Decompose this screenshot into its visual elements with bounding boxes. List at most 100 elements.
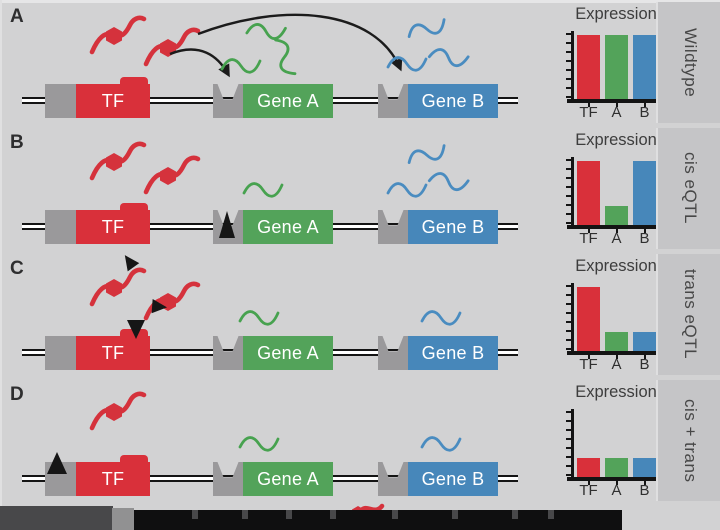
y-tick: [566, 420, 572, 422]
bar-gene-a: [605, 35, 628, 99]
y-tick: [566, 447, 572, 449]
y-tick: [566, 96, 572, 98]
tf-upstream-box: [45, 84, 76, 118]
gene-b-label: Gene B: [421, 216, 485, 237]
gene-a-promoter: [213, 84, 243, 118]
x-tick: [587, 102, 590, 107]
y-tick: [566, 42, 572, 44]
y-tick: [566, 33, 572, 35]
left-edge-highlight: [0, 0, 2, 506]
y-tick: [566, 285, 572, 287]
tf-label: TF: [101, 216, 125, 237]
gene-b-box: Gene B: [408, 84, 498, 118]
y-tick: [566, 213, 572, 215]
y-tick: [566, 159, 572, 161]
panel-b-label: B: [10, 132, 24, 153]
gene-a-promoter: [213, 336, 243, 370]
x-tick: [587, 354, 590, 359]
condition-label: cis eQTL: [681, 152, 700, 225]
legend-gap: [242, 510, 248, 519]
top-edge-highlight: [0, 0, 720, 3]
expression-chart-b: Expression TF A B: [566, 126, 666, 252]
x-tick: [615, 228, 618, 233]
x-label-a: A: [611, 482, 622, 499]
y-tick: [566, 69, 572, 71]
panel-a: A TF Gene A Gene B Expression: [0, 0, 720, 126]
x-tick: [587, 480, 590, 485]
y-tick: [566, 195, 572, 197]
bar-gene-a: [605, 458, 628, 477]
gene-a-label: Gene A: [257, 342, 319, 363]
y-tick: [566, 51, 572, 53]
y-tick: [566, 168, 572, 170]
bar-tf: [577, 35, 600, 99]
bar-tf: [577, 287, 600, 351]
bar-gene-a: [605, 206, 628, 225]
y-tick: [566, 204, 572, 206]
x-label-tf: TF: [579, 104, 598, 121]
tf-upstream-box: [45, 336, 76, 370]
y-axis: [571, 409, 574, 480]
chart-title: Expression: [575, 383, 657, 401]
condition-label: Wildtype: [681, 27, 700, 98]
x-tick: [643, 354, 646, 359]
gene-b-promoter: [378, 84, 408, 118]
tf-gene-box: TF: [76, 336, 150, 370]
tf-gene-box: TF: [76, 84, 150, 118]
y-tick: [566, 465, 572, 467]
y-tick: [566, 177, 572, 179]
y-tick: [566, 186, 572, 188]
y-tick: [566, 348, 572, 350]
x-label-a: A: [611, 104, 622, 121]
gene-b-box: Gene B: [408, 462, 498, 496]
gene-b-label: Gene B: [421, 342, 485, 363]
y-tick: [566, 429, 572, 431]
y-tick: [566, 321, 572, 323]
legend-gap: [286, 510, 292, 519]
gene-a-promoter: [213, 210, 243, 244]
chart-title: Expression: [575, 5, 657, 23]
condition-strip-cis-plus-trans: cis + trans: [656, 380, 720, 501]
bar-gene-b: [633, 35, 656, 99]
gene-a-box: Gene A: [243, 84, 333, 118]
panel-c: C TF Gene A Gene B Expression: [0, 252, 720, 378]
tf-gene-box: TF: [76, 462, 150, 496]
tf-gene-box: TF: [76, 210, 150, 244]
gene-b-label: Gene B: [421, 90, 485, 111]
y-axis: [571, 157, 574, 228]
panel-d-label: D: [10, 384, 24, 405]
x-tick: [643, 102, 646, 107]
y-tick: [566, 78, 572, 80]
bar-gene-a: [605, 332, 628, 351]
x-axis: [567, 99, 662, 103]
expression-chart-a: Expression TF A B: [566, 0, 666, 126]
gene-b-promoter: [378, 462, 408, 496]
expression-chart-c: Expression TF A B: [566, 252, 666, 378]
x-label-b: B: [639, 230, 650, 247]
gene-b-label: Gene B: [421, 468, 485, 489]
chart-title: Expression: [575, 257, 657, 275]
condition-strip-wildtype: Wildtype: [656, 2, 720, 123]
x-label-b: B: [639, 482, 650, 499]
x-label-tf: TF: [579, 230, 598, 247]
gene-a-box: Gene A: [243, 336, 333, 370]
condition-label: trans eQTL: [681, 269, 700, 360]
tf-upstream-box: [45, 210, 76, 244]
tf-box-bump: [120, 203, 148, 213]
legend-gap: [512, 510, 518, 519]
tf-label: TF: [101, 90, 125, 111]
tf-box-bump: [120, 77, 148, 87]
y-axis: [571, 31, 574, 102]
panel-c-label: C: [10, 258, 24, 279]
x-label-tf: TF: [579, 482, 598, 499]
y-tick: [566, 411, 572, 413]
legend-gap: [548, 510, 554, 519]
x-label-b: B: [639, 356, 650, 373]
y-tick: [566, 303, 572, 305]
x-axis: [567, 225, 662, 229]
x-label-a: A: [611, 356, 622, 373]
legend-text-band: [134, 510, 622, 530]
gene-a-label: Gene A: [257, 90, 319, 111]
x-label-a: A: [611, 230, 622, 247]
